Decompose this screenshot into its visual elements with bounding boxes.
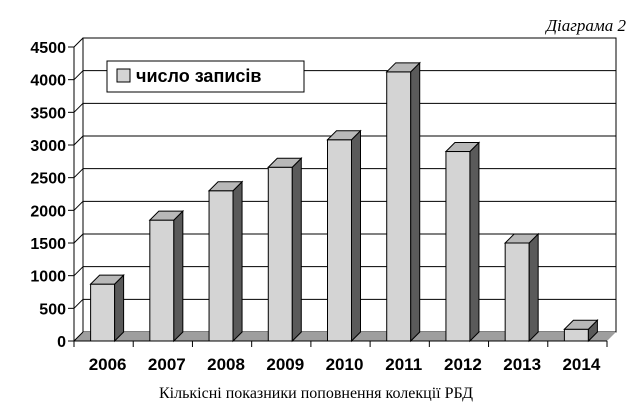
bar-top <box>148 210 185 221</box>
bar-side <box>291 157 302 343</box>
x-tick-label: 2006 <box>89 355 127 374</box>
bar-side <box>173 209 184 343</box>
bar-side <box>232 180 243 343</box>
bar-front <box>445 151 471 342</box>
y-tick-label: 1500 <box>30 236 66 253</box>
bar-top <box>444 142 481 153</box>
bar-front <box>208 190 234 342</box>
bar-top <box>89 274 125 285</box>
y-tick-label: 0 <box>57 334 66 351</box>
bar-top <box>563 319 599 330</box>
y-tick-label: 4000 <box>30 73 66 90</box>
bar-top <box>207 181 244 192</box>
bar-front <box>504 242 530 342</box>
bar-side <box>410 61 421 343</box>
legend-box <box>106 60 305 93</box>
x-tick-label: 2014 <box>562 355 600 374</box>
side-wall-line <box>73 266 84 277</box>
side-wall-line <box>73 135 84 146</box>
side-wall-line <box>73 102 84 113</box>
bar-side <box>469 141 480 343</box>
x-tick-label: 2007 <box>148 355 186 374</box>
bar-front <box>386 71 412 342</box>
bar-front <box>327 139 352 342</box>
bar-front <box>563 328 589 342</box>
side-wall-line <box>73 331 84 342</box>
side-wall-line <box>73 298 84 309</box>
y-tick-label: 2000 <box>30 203 66 220</box>
bar-top <box>267 157 303 168</box>
bar-front <box>90 283 116 342</box>
bar-side <box>114 273 125 343</box>
y-tick-label: 3500 <box>30 105 66 122</box>
y-tick-label: 1000 <box>30 269 66 286</box>
bar-front <box>267 166 293 342</box>
x-tick-label: 2008 <box>207 355 245 374</box>
diagram-number-label: Діаграма 2 <box>546 16 626 35</box>
x-tick-label: 2013 <box>503 355 541 374</box>
side-wall-line <box>73 37 84 48</box>
x-tick-label: 2012 <box>444 355 482 374</box>
legend-label: число записів <box>136 66 261 86</box>
x-tick-label: 2011 <box>385 355 422 374</box>
y-tick-label: 3000 <box>30 138 66 155</box>
bar-top <box>326 130 362 141</box>
bar-front <box>149 219 175 342</box>
chart-legend: число записів <box>106 60 305 93</box>
bar-top <box>503 233 540 244</box>
y-tick-label: 500 <box>39 301 66 318</box>
x-tick-label: 2010 <box>326 355 364 374</box>
bar-side <box>351 129 361 343</box>
side-wall-line <box>73 70 84 81</box>
side-wall-line <box>73 168 84 179</box>
legend-swatch <box>116 68 131 83</box>
side-wall-line <box>73 233 84 244</box>
x-tick-label: 2009 <box>266 355 304 374</box>
y-tick-label: 4500 <box>30 40 66 57</box>
bar-top <box>385 62 421 73</box>
bar-side <box>528 232 539 343</box>
side-wall-line <box>73 200 84 211</box>
chart-caption: Кількісні показники поповнення колекції … <box>159 385 473 402</box>
y-tick-label: 2500 <box>30 171 66 188</box>
